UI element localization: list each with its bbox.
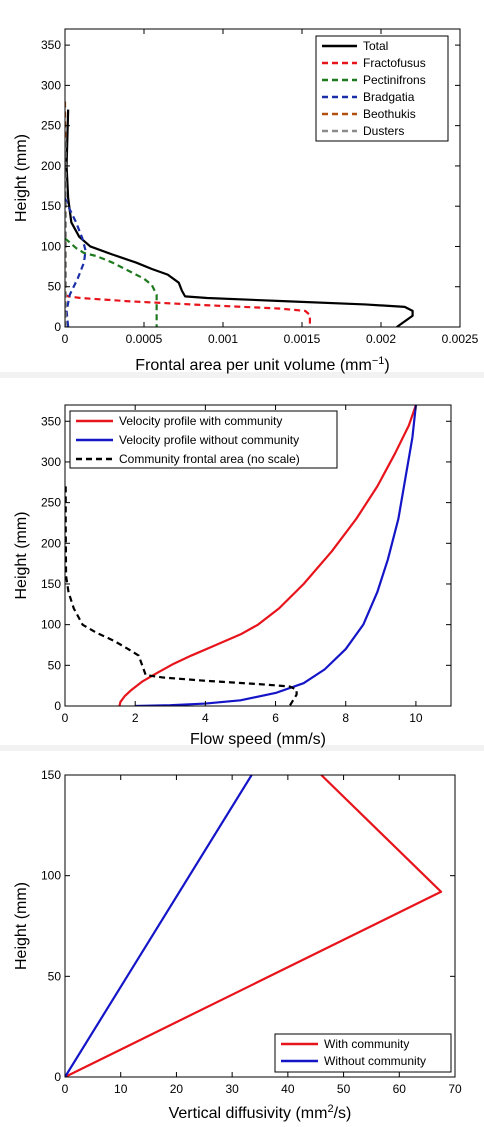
legend-box bbox=[274, 1033, 452, 1073]
x-tick-label: 0 bbox=[62, 1082, 69, 1096]
legend-label-6: Dusters bbox=[363, 124, 404, 138]
y-tick-label: 0 bbox=[54, 699, 61, 713]
x-tick-label: 10 bbox=[409, 711, 423, 725]
x-tick-label: 0.0005 bbox=[126, 332, 163, 346]
x-tick-label: 50 bbox=[337, 1082, 351, 1096]
y-tick-label: 0 bbox=[54, 1070, 61, 1084]
y-tick-label: 250 bbox=[41, 496, 61, 510]
panel-separator bbox=[0, 372, 484, 378]
x-tick-label: 0.0025 bbox=[442, 332, 479, 346]
y-tick-label: 300 bbox=[41, 78, 61, 92]
y-tick-label: 350 bbox=[41, 38, 61, 52]
y-tick-label: 0 bbox=[54, 320, 61, 334]
x-tick-label: 0.001 bbox=[208, 332, 238, 346]
legend-box bbox=[315, 35, 449, 142]
x-tick-label: 70 bbox=[448, 1082, 462, 1096]
x-axis-label: Frontal area per unit volume (mm−1) bbox=[135, 355, 389, 374]
y-tick-label: 200 bbox=[41, 536, 61, 550]
series-line-1 bbox=[65, 109, 414, 327]
y-axis-label: Height (mm) bbox=[13, 134, 30, 222]
series-line-3 bbox=[65, 486, 298, 706]
legend-label-3: Community frontal area (no scale) bbox=[119, 452, 300, 466]
legend-label-4: Bradgatia bbox=[363, 90, 415, 104]
y-axis-label: Height (mm) bbox=[13, 882, 30, 970]
x-axis-label-superscript: −1 bbox=[372, 355, 385, 367]
x-tick-label: 8 bbox=[342, 711, 349, 725]
legend: Velocity profile with community Velocity … bbox=[69, 410, 338, 469]
plot-frame bbox=[64, 28, 461, 328]
x-axis-label-text: Frontal area per unit volume (mm bbox=[135, 357, 372, 374]
legend-label-3: Pectinifrons bbox=[363, 73, 426, 87]
x-axis-label-text: Flow speed (mm/s) bbox=[190, 731, 326, 748]
y-tick-label: 50 bbox=[48, 280, 62, 294]
series-line-1 bbox=[118, 405, 417, 706]
y-tick-label: 50 bbox=[48, 969, 62, 983]
y-tick-label: 200 bbox=[41, 159, 61, 173]
x-tick-label: 0.0015 bbox=[284, 332, 321, 346]
legend-box bbox=[69, 410, 338, 469]
legend-label-5: Beothukis bbox=[363, 107, 416, 121]
chart-panel-1: 0 0.0005 0.001 0.0015 0.002 0.0025 0 50 100 150 20… bbox=[13, 28, 479, 374]
x-tick-label: 20 bbox=[170, 1082, 184, 1096]
x-tick-label: 40 bbox=[281, 1082, 295, 1096]
y-tick-label: 100 bbox=[41, 239, 61, 253]
y-tick-label: 250 bbox=[41, 119, 61, 133]
y-tick-label: 100 bbox=[41, 869, 61, 883]
y-tick-label: 150 bbox=[41, 768, 61, 782]
legend-label-2: Fractofusus bbox=[363, 56, 426, 70]
x-axis-label-text: Vertical diffusivity (mm bbox=[169, 1105, 328, 1122]
legend-label-2: Velocity profile without community bbox=[119, 433, 299, 447]
legend: Total Fractofusus Pectinifrons Bradgatia Beo… bbox=[315, 35, 449, 142]
legend-label-2: Without community bbox=[324, 1054, 426, 1068]
x-tick-label: 0.002 bbox=[366, 332, 396, 346]
series-line-1 bbox=[65, 775, 443, 1077]
series-line-4 bbox=[65, 197, 87, 327]
plot-frame bbox=[64, 774, 456, 1078]
plot-frame bbox=[64, 404, 452, 707]
x-tick-label: 10 bbox=[114, 1082, 128, 1096]
x-axis-label: Flow speed (mm/s) bbox=[190, 731, 326, 748]
x-axis-label: Vertical diffusivity (mm2/s) bbox=[169, 1103, 352, 1122]
series-line-2 bbox=[135, 405, 418, 706]
panel-separator bbox=[0, 745, 484, 751]
legend-label-1: With community bbox=[324, 1037, 409, 1051]
y-tick-label: 50 bbox=[48, 658, 62, 672]
legend-label-1: Total bbox=[363, 39, 388, 53]
y-tick-label: 350 bbox=[41, 414, 61, 428]
series-line-3 bbox=[65, 237, 158, 327]
legend-label-1: Velocity profile with community bbox=[119, 414, 282, 428]
series-line-2 bbox=[65, 775, 253, 1077]
y-axis-label: Height (mm) bbox=[13, 511, 30, 599]
y-tick-label: 100 bbox=[41, 618, 61, 632]
y-tick-label: 300 bbox=[41, 455, 61, 469]
x-axis-label-suffix: ) bbox=[384, 357, 389, 374]
x-tick-label: 0 bbox=[62, 711, 69, 725]
x-tick-label: 4 bbox=[202, 711, 209, 725]
x-tick-label: 6 bbox=[272, 711, 279, 725]
x-axis-label-suffix: /s) bbox=[334, 1105, 352, 1122]
y-tick-label: 150 bbox=[41, 199, 61, 213]
series-line-2 bbox=[65, 293, 311, 327]
chart-panel-3: 0 10 20 30 40 50 60 70 0 50 100 150 Vertical diffusi… bbox=[13, 768, 462, 1122]
x-tick-label: 30 bbox=[225, 1082, 239, 1096]
x-tick-label: 60 bbox=[393, 1082, 407, 1096]
y-tick-label: 150 bbox=[41, 577, 61, 591]
x-tick-label: 2 bbox=[132, 711, 139, 725]
x-axis-label-superscript: 2 bbox=[327, 1103, 333, 1115]
x-tick-label: 0 bbox=[62, 332, 69, 346]
legend: With community Without community bbox=[274, 1033, 452, 1073]
